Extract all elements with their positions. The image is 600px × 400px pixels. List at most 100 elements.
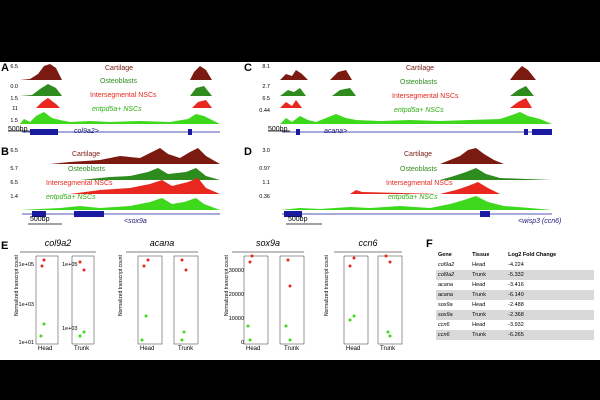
exon bbox=[30, 129, 58, 135]
point-green bbox=[248, 338, 252, 342]
table-header-row: Gene Tissue Log2 Fold Change bbox=[436, 250, 594, 260]
panel-d: D 3.0 0.97 1.1 0.36 Cartilage Osteoblast… bbox=[244, 146, 600, 226]
scale-label: 500bp bbox=[8, 126, 28, 133]
table-cell: ccn6 bbox=[438, 322, 450, 328]
table-row: col9a2 Trunk -5.332 bbox=[436, 270, 594, 280]
intersegmental-track bbox=[20, 98, 220, 108]
table-cell: sox9a bbox=[438, 302, 453, 308]
table-cell: -3.416 bbox=[508, 282, 524, 288]
tissue-label: Trunk bbox=[178, 346, 194, 352]
point-green bbox=[42, 322, 46, 326]
exon bbox=[524, 129, 528, 135]
tissue-label: Head bbox=[246, 346, 261, 352]
table-cell: col9a2 bbox=[436, 270, 471, 280]
point-red bbox=[40, 264, 44, 268]
y-tick: 0.36 bbox=[259, 194, 270, 200]
bottom-border bbox=[0, 360, 600, 400]
table-row: col9a2 Head -4.224 bbox=[436, 260, 594, 270]
table-cell: -2.488 bbox=[508, 302, 524, 308]
y-tick: 5.7 bbox=[10, 166, 18, 172]
point-red bbox=[248, 260, 252, 264]
point-red bbox=[286, 258, 290, 262]
table-cell: Head bbox=[472, 282, 486, 288]
exon bbox=[480, 211, 490, 217]
tissue-label: Head bbox=[346, 346, 361, 352]
table-cell: Head bbox=[472, 322, 486, 328]
entpd5a-track bbox=[20, 112, 220, 124]
y-tick: 1.1 bbox=[262, 180, 270, 186]
track-label-cartilage: Cartilage bbox=[72, 151, 101, 158]
panel-label: B bbox=[1, 146, 9, 158]
y-tick: 1e+05 bbox=[18, 262, 34, 268]
table-row: sox9a Trunk -2.368 bbox=[436, 310, 594, 320]
point-green bbox=[39, 334, 43, 338]
panel-e: E col9a2 Normalized transcript count 1e+… bbox=[0, 236, 430, 358]
exon bbox=[74, 211, 104, 217]
y-tick: 3.0 bbox=[262, 148, 270, 154]
table-cell: -2.368 bbox=[506, 310, 594, 320]
point-green bbox=[246, 324, 250, 328]
track-label-entpd5a: entpd5a+ NSCs bbox=[394, 107, 444, 114]
table-header: Gene bbox=[438, 252, 452, 258]
y-tick: 8.1 bbox=[262, 64, 270, 70]
point-red bbox=[42, 258, 46, 262]
point-green bbox=[82, 330, 86, 334]
point-green bbox=[388, 334, 392, 338]
scale-label: 500bp bbox=[30, 216, 50, 223]
cartilage-track bbox=[20, 148, 220, 164]
table-cell: -5.332 bbox=[506, 270, 594, 280]
track-label-intersegmental: Intersegmental NSCs bbox=[46, 180, 113, 187]
table-cell: ccn6 bbox=[436, 330, 471, 340]
point-red bbox=[142, 264, 146, 268]
track-label-entpd5a: entpd5a+ NSCs bbox=[92, 106, 142, 113]
plot-frame-head bbox=[35, 255, 59, 345]
track-label-intersegmental: Intersegmental NSCs bbox=[392, 93, 459, 100]
track-label-osteoblasts: Osteoblasts bbox=[400, 166, 437, 173]
plot-frame-trunk bbox=[173, 255, 199, 345]
osteoblast-track bbox=[280, 168, 552, 180]
track-label-intersegmental: Intersegmental NSCs bbox=[90, 92, 157, 99]
y-tick: 10000 bbox=[228, 316, 244, 322]
panel-label: C bbox=[244, 62, 252, 74]
exon bbox=[296, 129, 300, 135]
point-green bbox=[352, 314, 356, 318]
exon bbox=[188, 129, 192, 135]
table-row: ccn6 Head -3.932 bbox=[436, 320, 594, 330]
table-cell: -6.265 bbox=[506, 330, 594, 340]
y-tick: 1e+05 bbox=[62, 262, 78, 268]
osteoblast-track bbox=[20, 84, 220, 96]
table-header: Log2 Fold Change bbox=[508, 252, 557, 258]
cartilage-track bbox=[280, 148, 552, 164]
table-cell: -3.932 bbox=[508, 322, 524, 328]
gene-name: <wisp3 (ccn6) bbox=[518, 218, 562, 225]
point-green bbox=[182, 330, 186, 334]
panel-c-tracks bbox=[268, 66, 552, 135]
point-red bbox=[184, 268, 188, 272]
plot-frame-trunk bbox=[279, 255, 305, 345]
exon bbox=[532, 129, 552, 135]
y-tick: 1e+01 bbox=[18, 340, 34, 346]
panel-e-plots bbox=[20, 251, 403, 345]
table-cell: Trunk bbox=[470, 310, 507, 320]
top-border bbox=[0, 0, 600, 62]
table-row: acana Head -3.416 bbox=[436, 280, 594, 290]
point-green bbox=[348, 318, 352, 322]
panel-d-tracks bbox=[280, 148, 552, 225]
table-header: Tissue bbox=[472, 252, 490, 258]
gene-name: <sox9a bbox=[124, 218, 147, 225]
scale-label: 500bp bbox=[288, 216, 308, 223]
y-axis-label: Normalized transcript count bbox=[224, 255, 230, 316]
entpd5a-track bbox=[20, 198, 220, 210]
intersegmental-track bbox=[280, 98, 552, 108]
point-red bbox=[348, 264, 352, 268]
table-cell: -4.224 bbox=[508, 262, 524, 268]
gene-name: col9a2> bbox=[74, 128, 99, 135]
table-cell: sox9a bbox=[436, 310, 471, 320]
intersegmental-track bbox=[280, 182, 552, 194]
plot-frame-trunk bbox=[377, 255, 403, 345]
table-row: acana Trunk -6.140 bbox=[436, 290, 594, 300]
point-green bbox=[78, 334, 82, 338]
gene-header: col9a2 bbox=[44, 238, 72, 248]
point-red bbox=[250, 254, 254, 258]
y-tick: 1e+03 bbox=[18, 302, 34, 308]
